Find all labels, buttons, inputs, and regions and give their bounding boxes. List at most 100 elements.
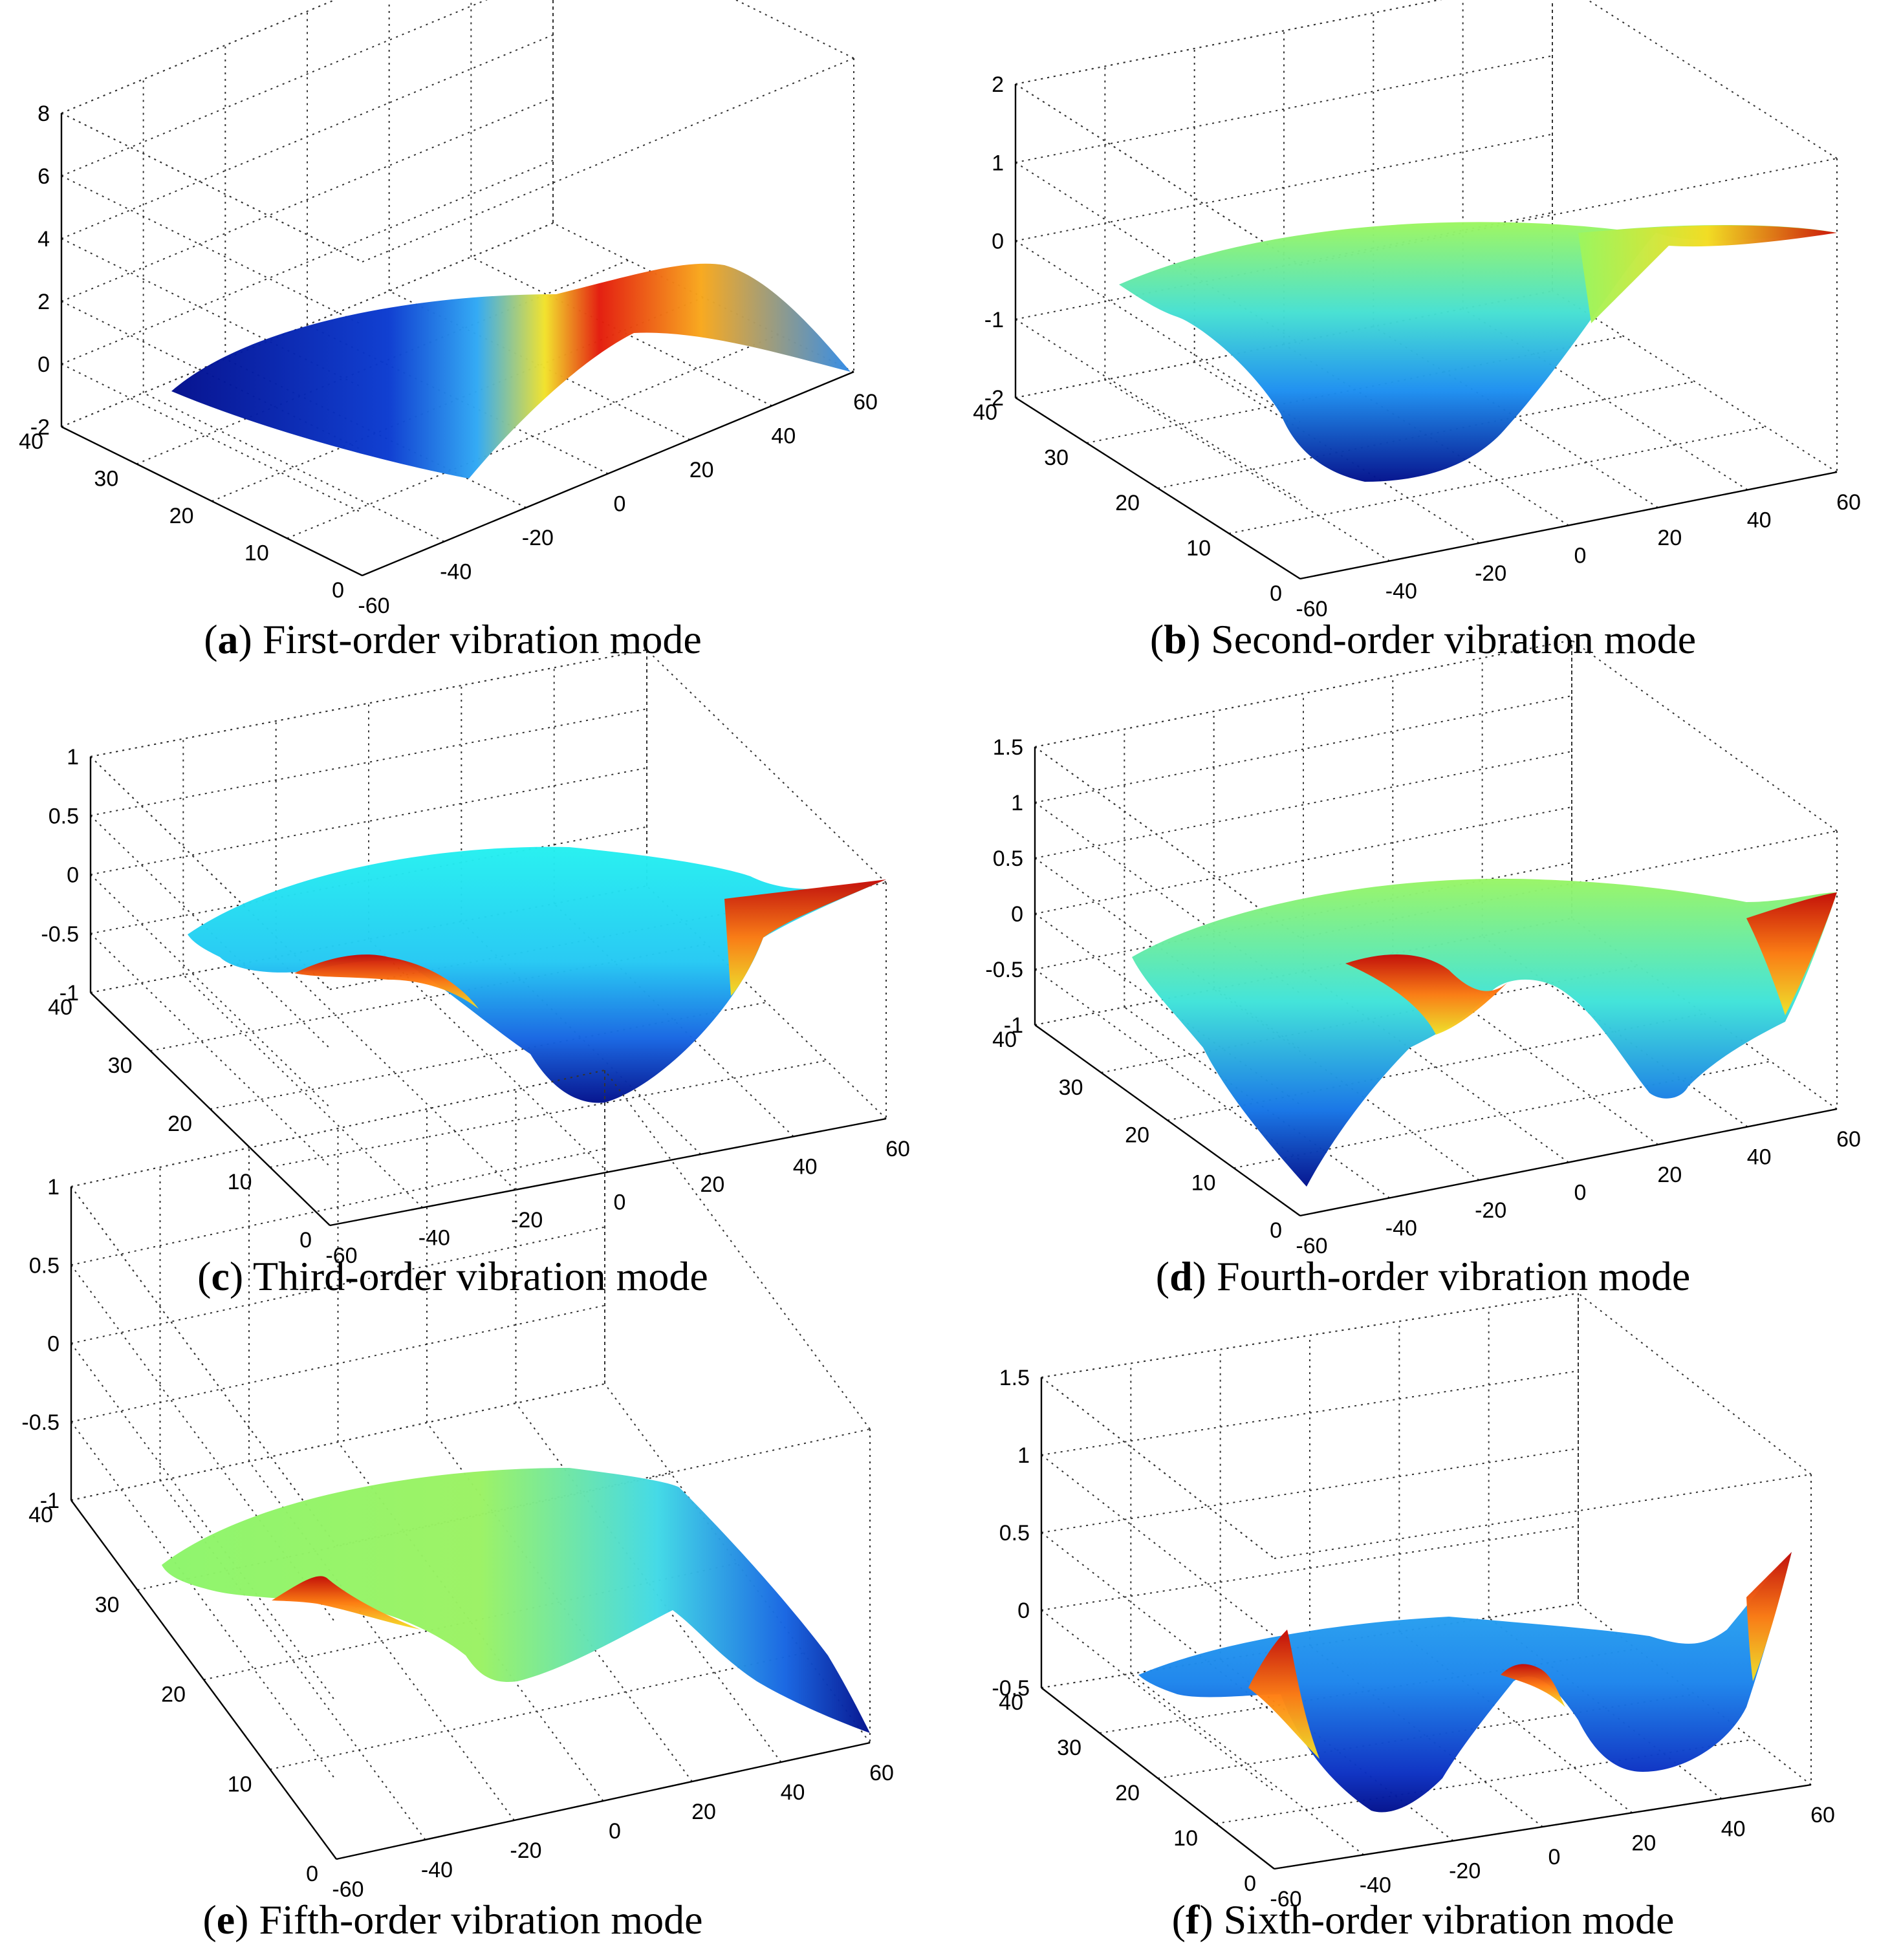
back-wall-gridline <box>61 222 554 427</box>
y-tick-label: 40 <box>19 429 43 454</box>
side-wall-gridline <box>1034 969 1301 1161</box>
box-top-edge <box>1041 1377 1275 1559</box>
y-tick-label: 10 <box>228 1772 252 1796</box>
y-tick-label: 10 <box>244 541 269 566</box>
surface-patch <box>272 1576 420 1630</box>
y-tick-label: 30 <box>1044 446 1069 470</box>
y-tick-label: 10 <box>1186 536 1211 561</box>
z-tick-label: -1 <box>40 1489 60 1513</box>
x-tick-label: 60 <box>853 390 878 415</box>
y-tick-label: 10 <box>228 1170 252 1194</box>
side-wall-gridline <box>1041 1454 1275 1637</box>
z-tick-label: 8 <box>38 102 50 126</box>
z-tick-label: 2 <box>38 290 50 314</box>
surface-patch <box>724 879 886 996</box>
x-axis-line <box>362 371 854 577</box>
y-tick-label: 0 <box>299 1228 312 1253</box>
back-wall-gridline <box>61 34 554 239</box>
z-tick-label: 1 <box>67 745 79 770</box>
z-tick-label: -1 <box>1004 1013 1023 1038</box>
caption-letter-a: a <box>218 616 239 662</box>
back-wall-gridline <box>71 1148 605 1266</box>
back-wall-gridline <box>1041 1370 1579 1456</box>
back-wall-gridline <box>1015 55 1553 164</box>
side-wall-gridline <box>61 363 363 513</box>
x-tick-label: -60 <box>1296 1234 1327 1258</box>
floor-gridline <box>1086 336 1624 444</box>
y-tick-label: 10 <box>1173 1826 1198 1851</box>
x-tick-label: 0 <box>1574 1181 1587 1205</box>
surface-patch <box>162 1468 870 1733</box>
z-tick-label: 1 <box>992 151 1004 175</box>
y-tick-label: 0 <box>306 1862 318 1886</box>
caption-letter-b: b <box>1164 616 1187 662</box>
side-wall-gridline <box>90 933 331 1167</box>
y-tick-label: 40 <box>992 1028 1017 1052</box>
x-tick-label: 20 <box>1631 1831 1656 1855</box>
y-tick-label: 30 <box>108 1053 133 1078</box>
caption-letter-d: d <box>1169 1253 1193 1299</box>
back-wall-gridline <box>61 160 554 365</box>
mode-surface-e <box>162 1468 870 1733</box>
z-tick-label: -1 <box>984 308 1004 332</box>
z-tick-label: 1.5 <box>993 735 1023 760</box>
x-tick-label: -60 <box>325 1244 357 1268</box>
surface-patch <box>1746 892 1837 1015</box>
y-tick-label: 20 <box>1115 491 1140 515</box>
box-top-edge <box>71 1070 605 1187</box>
x-tick-label: -20 <box>510 1838 541 1863</box>
x-axis-line <box>329 1117 887 1227</box>
x-tick-label: 20 <box>1657 1163 1682 1187</box>
box-top-edge <box>1034 746 1301 938</box>
y-axis-line <box>90 992 331 1226</box>
back-wall-gridline <box>61 97 554 302</box>
x-tick-label: 0 <box>614 492 626 517</box>
caption-letter-f: f <box>1186 1897 1200 1943</box>
caption-text-d: Fourth-order vibration mode <box>1217 1253 1690 1299</box>
box-top-edge <box>61 0 336 114</box>
x-tick-label: -20 <box>1475 1198 1506 1223</box>
back-wall-gridline <box>1034 695 1572 803</box>
side-wall-gridline <box>90 815 331 1049</box>
surface-patch <box>188 846 886 1103</box>
caption-d: (d) Fourth-order vibration mode <box>1156 1253 1691 1299</box>
x-tick-label: -60 <box>332 1877 364 1902</box>
x-axis-line <box>336 1741 871 1860</box>
x-tick-label: -60 <box>1270 1887 1301 1912</box>
z-tick-label: 0.5 <box>49 804 79 828</box>
floor-gridline <box>275 956 516 1190</box>
z-tick-label: 0.5 <box>993 846 1023 871</box>
x-tick-label: -40 <box>421 1858 453 1882</box>
side-wall-gridline <box>1041 1610 1275 1792</box>
x-tick-label: -20 <box>1475 561 1506 586</box>
box-top-edge <box>1041 1293 1579 1378</box>
y-tick-label: 10 <box>1191 1170 1216 1195</box>
side-wall-gridline <box>1015 162 1301 345</box>
x-tick-label: -20 <box>522 526 554 550</box>
caption-c: (c) Third-order vibration mode <box>197 1253 708 1299</box>
back-wall-gridline <box>1015 290 1553 398</box>
caption-text-a: First-order vibration mode <box>263 616 702 662</box>
z-tick-label: 0.5 <box>29 1253 60 1278</box>
x-tick-label: 40 <box>1721 1817 1746 1842</box>
mode-surface-d <box>1132 878 1837 1187</box>
y-tick-label: 0 <box>332 578 344 603</box>
floor-gridline <box>1228 426 1766 534</box>
y-tick-label: 40 <box>48 995 72 1020</box>
z-tick-label: 2 <box>992 72 1004 97</box>
floor-gridline <box>470 256 772 407</box>
z-tick-label: 1 <box>47 1175 60 1200</box>
caption-a: (a) First-order vibration mode <box>204 616 702 662</box>
y-tick-label: 20 <box>1115 1781 1140 1805</box>
x-axis-line <box>1299 471 1838 580</box>
y-axis-line <box>71 1500 337 1860</box>
z-tick-label: -0.5 <box>992 1676 1030 1701</box>
y-tick-label: 30 <box>1057 1736 1081 1760</box>
y-tick-label: 30 <box>1059 1075 1083 1100</box>
caption-e: (e) Fifth-order vibration mode <box>202 1897 702 1943</box>
box-top-edge <box>1015 0 1442 85</box>
side-wall-gridline <box>90 874 331 1108</box>
